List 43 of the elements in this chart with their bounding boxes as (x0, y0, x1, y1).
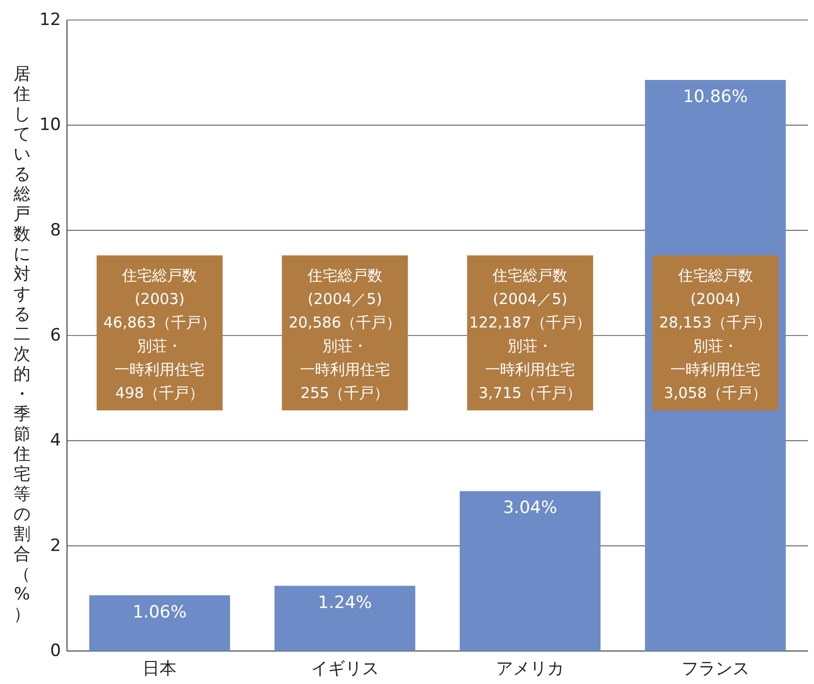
annotation: (2003) (134, 290, 185, 308)
annotation: 28,153（千戸） (659, 313, 772, 332)
y-tick-label: 4 (50, 430, 61, 451)
data-label: 3.04% (503, 498, 558, 518)
annotation: 498（千戸） (115, 384, 204, 402)
annotation: (2004) (690, 290, 740, 308)
y-tick-label: 2 (50, 536, 61, 556)
annotation: 住宅総戸数 (676, 266, 753, 284)
annotation: 46,863（千戸） (103, 313, 216, 332)
bar (460, 491, 601, 651)
x-tick-label: イギリス (310, 659, 379, 679)
annotation: 一時利用住宅 (114, 360, 205, 378)
x-tick-label: アメリカ (496, 659, 564, 679)
data-label: 1.24% (318, 592, 372, 613)
annotation: 20,586（千戸） (288, 313, 402, 332)
y-tick-label: 12 (39, 10, 61, 30)
x-tick-label: フランス (681, 659, 750, 679)
y-tick-label: 10 (39, 115, 61, 136)
annotation: 122,187（千戸） (469, 313, 592, 332)
annotation: 一時利用住宅 (485, 360, 576, 378)
annotation: 別荘・ (508, 336, 553, 355)
x-tick-label: 日本 (142, 659, 177, 679)
annotation: 3,715（千戸） (478, 384, 582, 402)
annotation: 住宅総戸数 (492, 266, 568, 284)
y-tick-label: 8 (50, 220, 61, 240)
annotation: (2004／5) (492, 290, 568, 308)
annotation: 別荘・ (692, 336, 738, 355)
annotation: 別荘・ (322, 336, 368, 355)
annotation: 255（千戸） (300, 384, 390, 402)
data-label: 1.06% (132, 602, 187, 622)
bar (274, 586, 416, 651)
text: 居住している総戸数に対する二次的・季節住宅等の割合（%） (14, 64, 30, 624)
annotation: 住宅総戸数 (306, 266, 382, 284)
annotation: 一時利用住宅 (300, 360, 390, 378)
annotation: 別荘・ (137, 336, 182, 355)
y-tick-label: 6 (50, 326, 61, 346)
annotation: 3,058（千戸） (664, 384, 767, 402)
y-tick-label: 0 (50, 641, 61, 661)
annotation: 一時利用住宅 (670, 360, 760, 378)
data-label: 10.86% (682, 86, 748, 107)
annotation: (2004／5) (308, 290, 382, 308)
bar (89, 595, 230, 651)
annotation: 住宅総戸数 (121, 266, 198, 284)
